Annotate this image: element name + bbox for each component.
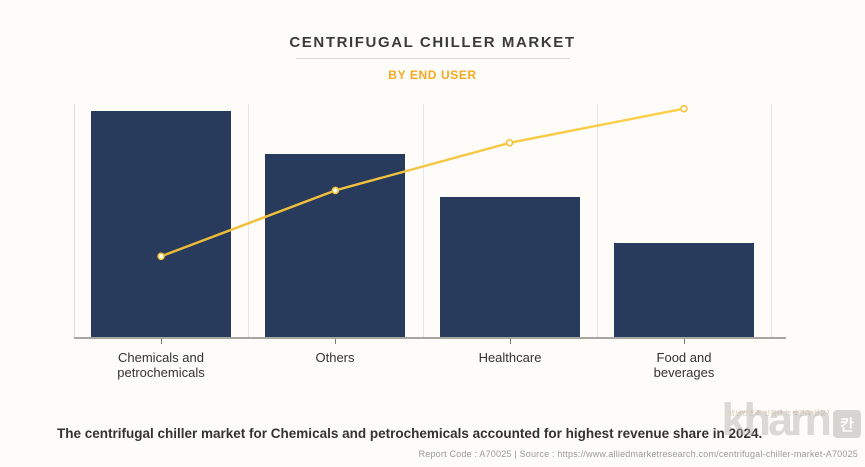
title-underline	[295, 58, 570, 59]
x-axis-tick	[510, 339, 511, 344]
bar-healthcare	[440, 197, 580, 338]
vertical-gridline	[248, 104, 250, 338]
report-source-line: Report Code : A70025 | Source : https://…	[418, 449, 858, 459]
vertical-gridline	[74, 104, 75, 338]
x-axis-line	[74, 337, 786, 339]
trend-line-marker	[680, 104, 688, 113]
category-label: Chemicals and petrochemicals	[117, 350, 205, 380]
category-label: Healthcare	[478, 350, 542, 365]
chart-header: CENTRIFUGAL CHILLER MARKET BY END USER	[0, 0, 865, 82]
bar-chemicals-and-petrochemicals	[91, 111, 231, 338]
chart-caption: The centrifugal chiller market for Chemi…	[57, 426, 763, 441]
vertical-gridline	[771, 104, 772, 338]
x-axis-tick	[684, 339, 685, 344]
vertical-gridline	[422, 104, 424, 338]
bar-others	[265, 154, 405, 338]
trend-line-marker	[505, 139, 514, 147]
chart-title: CENTRIFUGAL CHILLER MARKET	[289, 34, 576, 51]
category-label: Others	[315, 350, 355, 365]
vertical-gridline	[596, 104, 598, 338]
chart-subtitle: BY END USER	[388, 68, 477, 82]
x-axis-tick	[335, 339, 336, 344]
bar-food-and-beverages	[614, 243, 754, 338]
x-axis-tick	[161, 339, 162, 344]
category-label: Food and beverages	[653, 350, 715, 380]
